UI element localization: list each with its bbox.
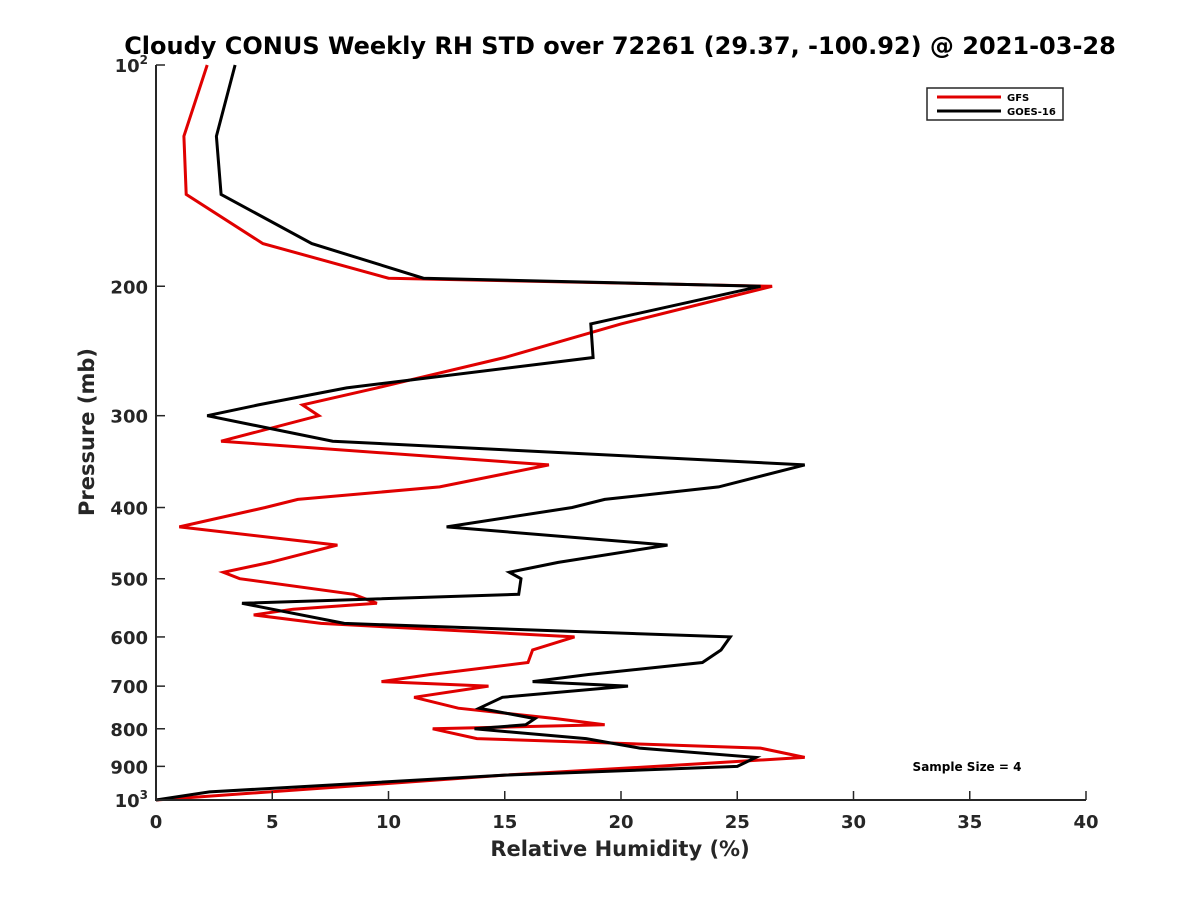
y-tick-label: 400 (110, 499, 148, 520)
x-tick-label: 20 (608, 812, 633, 833)
x-tick-label: 15 (492, 812, 517, 833)
legend-label-goes-16: GOES-16 (1007, 107, 1056, 118)
x-axis-label: Relative Humidity (%) (490, 837, 749, 861)
y-tick-label: 300 (110, 407, 148, 428)
y-tick-label: 200 (110, 277, 148, 298)
series-line-gfs (155, 64, 806, 802)
sample-size-annotation: Sample Size = 4 (913, 760, 1022, 774)
x-tick-label: 0 (150, 812, 163, 833)
chart-title: Cloudy CONUS Weekly RH STD over 72261 (2… (124, 32, 1116, 60)
x-tick-label: 30 (841, 812, 866, 833)
x-ticks: 0 5 10 15 20 25 30 35 40 (150, 791, 1099, 833)
y-tick-label: 900 (110, 757, 148, 778)
series-layer (155, 64, 806, 802)
x-tick-label: 35 (957, 812, 982, 833)
y-axis-label: Pressure (mb) (75, 348, 99, 516)
series-line-goes-16 (155, 64, 806, 802)
legend-box (926, 87, 1064, 121)
legend-label-gfs: GFS (1007, 93, 1029, 104)
y-ticks: 102 200 300 400 500 600 700 800 900 103 (110, 53, 165, 812)
y-tick-label: 102 (115, 53, 148, 77)
y-tick-label: 700 (110, 677, 148, 698)
y-tick-label: 500 (110, 570, 148, 591)
y-tick-label: 600 (110, 628, 148, 649)
y-tick-label: 103 (115, 788, 148, 812)
x-tick-label: 25 (725, 812, 750, 833)
x-tick-label: 10 (376, 812, 401, 833)
y-tick-label: 800 (110, 720, 148, 741)
legend: GFS GOES-16 (926, 87, 1064, 121)
x-tick-label: 40 (1073, 812, 1098, 833)
x-tick-label: 5 (266, 812, 279, 833)
